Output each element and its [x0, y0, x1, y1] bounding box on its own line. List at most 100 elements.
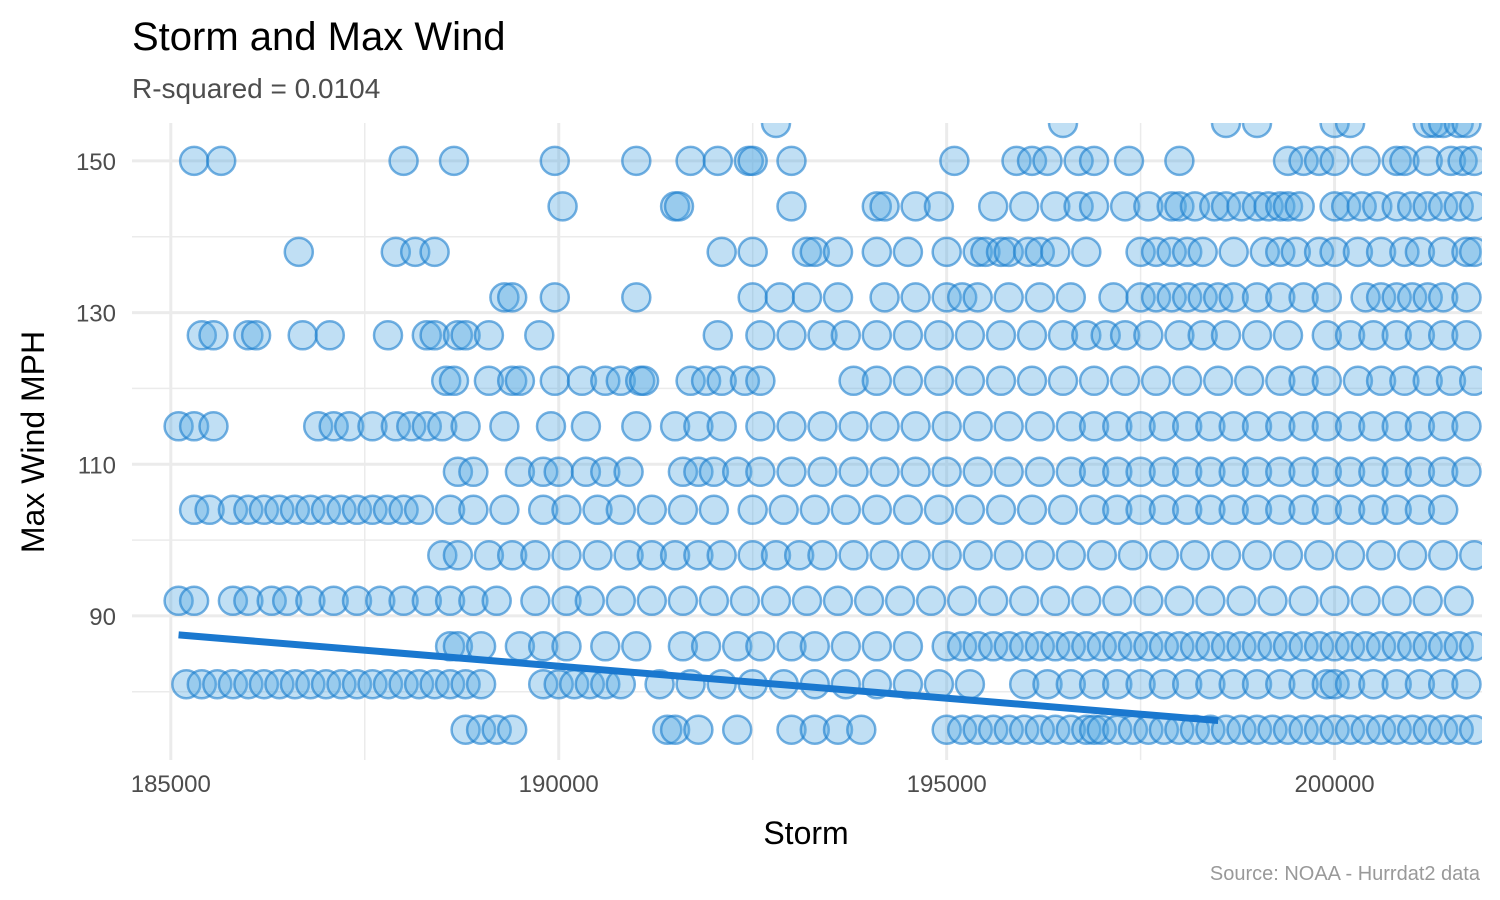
data-point: [388, 145, 419, 177]
data-point: [954, 494, 986, 526]
data-point: [1427, 631, 1459, 662]
data-point: [745, 411, 776, 442]
data-point: [1078, 145, 1110, 177]
data-point: [434, 668, 466, 700]
x-tick-label: 185000: [131, 771, 211, 798]
chart-title: Storm and Max Wind: [132, 15, 505, 59]
data-point: [977, 631, 1009, 662]
data-point: [869, 540, 900, 571]
data-point: [458, 585, 489, 617]
data-point: [1109, 365, 1141, 397]
data-point: [527, 668, 559, 700]
data-point: [1288, 282, 1319, 313]
data-point: [465, 668, 497, 700]
data-point: [1040, 585, 1071, 617]
y-tick-label: 110: [78, 452, 116, 479]
data-point: [1427, 456, 1459, 488]
data-point: [985, 365, 1017, 397]
data-point: [310, 668, 342, 700]
data-point: [1179, 540, 1211, 571]
data-point: [434, 494, 466, 526]
data-point: [1102, 668, 1133, 700]
data-point: [396, 411, 427, 442]
data-point: [1451, 411, 1482, 442]
data-point: [675, 145, 706, 177]
data-point: [776, 191, 807, 222]
data-point: [1288, 668, 1319, 700]
data-point: [884, 585, 916, 617]
data-point: [1458, 714, 1482, 745]
data-point: [946, 585, 978, 617]
data-point: [1241, 668, 1273, 700]
data-point: [1071, 631, 1102, 662]
data-point: [1303, 236, 1335, 268]
data-point: [194, 494, 225, 526]
data-point: [1381, 714, 1412, 745]
data-point: [1381, 320, 1412, 351]
data-point: [473, 540, 505, 571]
data-point: [1241, 631, 1273, 662]
data-point: [1443, 191, 1474, 222]
data-point: [233, 320, 264, 351]
data-point: [737, 494, 768, 526]
data-point: [1047, 494, 1079, 526]
data-point: [1078, 191, 1110, 222]
data-point: [1427, 540, 1459, 571]
data-point: [1047, 123, 1079, 139]
data-point: [861, 494, 893, 526]
data-point: [1451, 320, 1482, 351]
data-point: [1443, 631, 1474, 662]
data-point: [721, 456, 753, 488]
data-point: [1098, 282, 1129, 313]
data-point: [1218, 411, 1249, 442]
data-point: [1241, 494, 1273, 526]
data-point: [570, 411, 602, 442]
data-point: [411, 320, 443, 351]
data-point: [372, 320, 404, 351]
data-point: [1195, 668, 1226, 700]
data-point: [1148, 456, 1180, 488]
data-point: [1156, 236, 1187, 268]
data-point: [1210, 191, 1242, 222]
data-point: [1350, 585, 1381, 617]
data-point: [783, 540, 815, 571]
data-point: [178, 585, 210, 617]
data-point: [1195, 411, 1226, 442]
data-point: [1024, 540, 1056, 571]
data-point: [1404, 236, 1436, 268]
data-point: [539, 282, 571, 313]
data-point: [1451, 236, 1482, 268]
data-point: [1187, 320, 1218, 351]
data-point: [1001, 145, 1032, 177]
data-point: [450, 714, 481, 745]
data-point: [822, 236, 854, 268]
data-point: [1443, 714, 1474, 745]
data-point: [659, 540, 691, 571]
data-point: [900, 540, 931, 571]
data-point: [706, 411, 737, 442]
data-point: [1303, 540, 1335, 571]
data-point: [621, 631, 652, 662]
y-axis-title: Max Wind MPH: [15, 331, 51, 553]
data-point: [1334, 668, 1366, 700]
data-point: [1288, 456, 1319, 488]
x-tick-label: 190000: [519, 771, 599, 798]
data-point: [450, 320, 481, 351]
data-point: [838, 456, 869, 488]
data-point: [737, 282, 768, 313]
data-point: [1024, 236, 1056, 268]
data-point: [830, 631, 862, 662]
data-point: [1288, 411, 1319, 442]
data-point: [357, 494, 388, 526]
data-point: [1032, 145, 1063, 177]
data-point: [1427, 411, 1459, 442]
data-point: [1389, 145, 1420, 177]
data-point: [1164, 320, 1195, 351]
data-point: [427, 540, 458, 571]
data-point: [450, 411, 481, 442]
data-point: [1265, 411, 1296, 442]
data-point: [590, 365, 621, 397]
data-point: [1381, 494, 1412, 526]
data-point: [1396, 714, 1428, 745]
data-point: [1272, 540, 1304, 571]
